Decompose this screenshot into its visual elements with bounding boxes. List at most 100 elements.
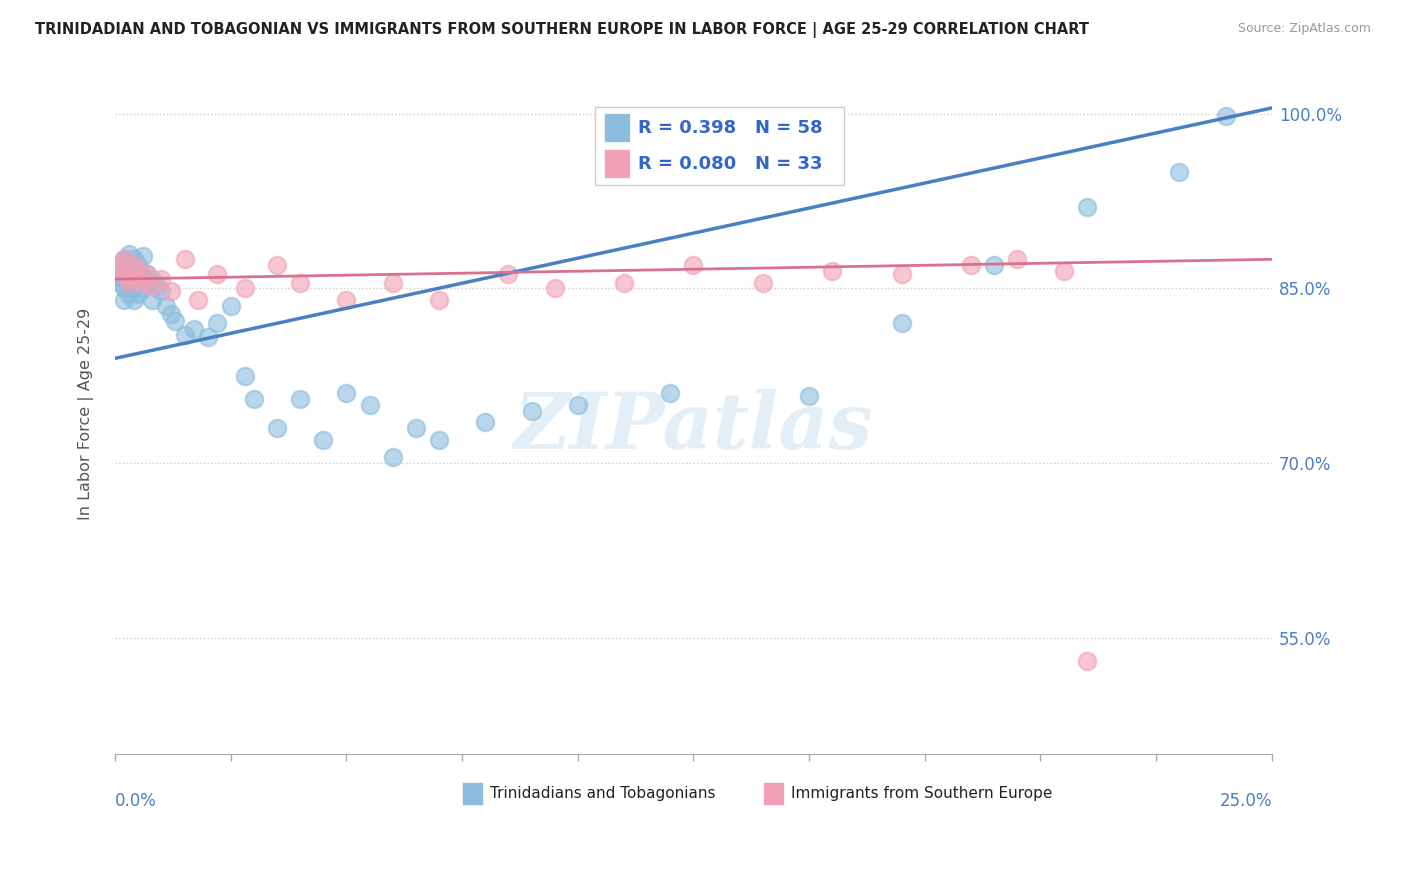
Point bbox=[122, 258, 145, 272]
Point bbox=[890, 317, 912, 331]
Point bbox=[118, 287, 141, 301]
Point bbox=[108, 269, 131, 284]
Point bbox=[136, 276, 159, 290]
Point bbox=[141, 272, 163, 286]
Point bbox=[243, 392, 266, 406]
Point bbox=[266, 258, 288, 272]
Point bbox=[150, 272, 173, 286]
Point bbox=[659, 386, 682, 401]
Text: TRINIDADIAN AND TOBAGONIAN VS IMMIGRANTS FROM SOUTHERN EUROPE IN LABOR FORCE | A: TRINIDADIAN AND TOBAGONIAN VS IMMIGRANTS… bbox=[35, 22, 1090, 38]
Text: 0.0%: 0.0% bbox=[115, 792, 157, 810]
Point bbox=[312, 433, 335, 447]
Point bbox=[797, 388, 820, 402]
Point bbox=[427, 293, 450, 307]
Point bbox=[752, 276, 775, 290]
Point bbox=[890, 268, 912, 282]
Point bbox=[381, 276, 404, 290]
Point bbox=[165, 314, 187, 328]
Point bbox=[427, 433, 450, 447]
Point bbox=[122, 269, 145, 284]
Point bbox=[132, 249, 155, 263]
Point bbox=[108, 258, 131, 272]
Point bbox=[335, 386, 357, 401]
Point bbox=[145, 279, 167, 293]
Point bbox=[359, 398, 381, 412]
Point bbox=[122, 272, 145, 286]
Point bbox=[543, 281, 565, 295]
Point bbox=[150, 284, 173, 298]
Point bbox=[159, 307, 181, 321]
Point bbox=[127, 276, 149, 290]
Point bbox=[381, 450, 404, 465]
Point bbox=[108, 276, 131, 290]
Point bbox=[1215, 109, 1237, 123]
Point bbox=[173, 252, 195, 267]
Point bbox=[112, 281, 135, 295]
Text: Source: ZipAtlas.com: Source: ZipAtlas.com bbox=[1237, 22, 1371, 36]
Text: 25.0%: 25.0% bbox=[1219, 792, 1272, 810]
Point bbox=[205, 317, 228, 331]
Point bbox=[187, 293, 209, 307]
Point bbox=[112, 252, 135, 267]
Point bbox=[118, 246, 141, 260]
Point bbox=[112, 268, 135, 282]
Point bbox=[498, 268, 520, 282]
Point bbox=[290, 392, 312, 406]
Point bbox=[290, 276, 312, 290]
Point bbox=[1076, 654, 1098, 668]
Point bbox=[474, 416, 496, 430]
Point bbox=[118, 268, 141, 282]
Point bbox=[122, 281, 145, 295]
Point bbox=[1168, 165, 1191, 179]
Point bbox=[118, 269, 141, 284]
Text: Trinidadians and Tobagonians: Trinidadians and Tobagonians bbox=[489, 787, 716, 801]
Point bbox=[136, 268, 159, 282]
Point bbox=[983, 258, 1005, 272]
FancyBboxPatch shape bbox=[595, 107, 844, 186]
FancyBboxPatch shape bbox=[605, 113, 630, 142]
Point bbox=[335, 293, 357, 307]
Point bbox=[219, 299, 242, 313]
Point bbox=[108, 258, 131, 272]
FancyBboxPatch shape bbox=[763, 781, 783, 805]
Point bbox=[159, 284, 181, 298]
Point bbox=[118, 276, 141, 290]
Text: R = 0.398   N = 58: R = 0.398 N = 58 bbox=[638, 120, 823, 137]
Point bbox=[118, 276, 141, 290]
Point bbox=[613, 276, 636, 290]
Point bbox=[197, 330, 219, 344]
FancyBboxPatch shape bbox=[605, 149, 630, 178]
Point bbox=[118, 258, 141, 272]
Point bbox=[132, 269, 155, 284]
Point bbox=[112, 272, 135, 286]
Point bbox=[567, 398, 589, 412]
Point bbox=[127, 258, 149, 272]
Point bbox=[122, 252, 145, 267]
Point bbox=[132, 276, 155, 290]
Point bbox=[141, 293, 163, 307]
Point bbox=[1007, 252, 1029, 267]
Point bbox=[141, 279, 163, 293]
Point bbox=[136, 268, 159, 282]
Point bbox=[233, 281, 256, 295]
Point bbox=[1076, 200, 1098, 214]
Point bbox=[682, 258, 704, 272]
Point bbox=[1052, 264, 1074, 278]
Point bbox=[127, 287, 149, 301]
Point bbox=[127, 264, 149, 278]
Point bbox=[112, 293, 135, 307]
Point bbox=[112, 252, 135, 267]
Point bbox=[122, 293, 145, 307]
Point bbox=[155, 299, 177, 313]
Point bbox=[233, 368, 256, 383]
Point bbox=[821, 264, 844, 278]
Point bbox=[173, 328, 195, 343]
Point bbox=[132, 281, 155, 295]
Point bbox=[960, 258, 983, 272]
Point bbox=[112, 264, 135, 278]
Point bbox=[405, 421, 427, 435]
Text: ZIPatlas: ZIPatlas bbox=[513, 389, 873, 466]
Y-axis label: In Labor Force | Age 25-29: In Labor Force | Age 25-29 bbox=[79, 308, 94, 520]
Point bbox=[266, 421, 288, 435]
Point bbox=[520, 403, 543, 417]
